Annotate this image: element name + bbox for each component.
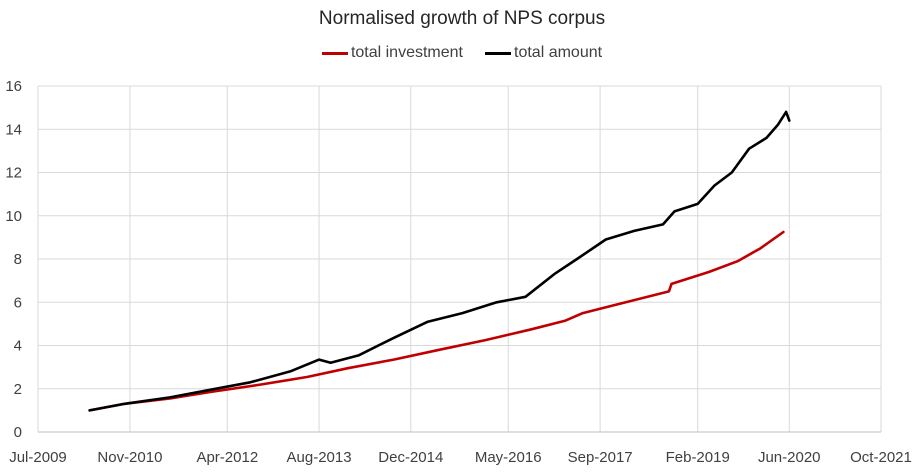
y-tick-label: 8 <box>14 251 22 268</box>
x-tick-label: Apr-2012 <box>196 449 258 466</box>
y-tick-label: 16 <box>5 78 22 95</box>
legend-label-total-investment: total investment <box>350 44 463 61</box>
y-tick-label: 6 <box>14 294 22 311</box>
x-tick-label: Aug-2013 <box>287 449 352 466</box>
x-tick-label: May-2016 <box>475 449 542 466</box>
x-tick-label: Dec-2014 <box>378 449 443 466</box>
series-line-total-investment <box>88 230 785 412</box>
legend-swatch-total-amount <box>485 51 511 55</box>
y-tick-label: 4 <box>14 338 22 355</box>
legend-label-total-amount: total amount <box>514 44 603 61</box>
gridlines <box>38 85 882 432</box>
y-tick-label: 12 <box>5 165 22 182</box>
chart-title: Normalised growth of NPS corpus <box>318 8 606 29</box>
legend-item-total-investment: total investment <box>321 44 463 62</box>
x-tick-label: Jul-2009 <box>9 449 67 466</box>
y-tick-label: 10 <box>5 208 22 225</box>
y-tick-label: 0 <box>14 424 22 441</box>
tick-labels: 0 2 4 6 8 10 12 14 16 Jul-2009 Nov-2010 Apr-2012 Aug… <box>5 78 912 466</box>
x-tick-label: Nov-2010 <box>97 449 162 466</box>
y-tick-label: 2 <box>14 381 22 398</box>
legend: total investment total amount <box>0 44 924 62</box>
legend-item-total-amount: total amount <box>485 44 602 62</box>
x-tick-label: Sep-2017 <box>568 449 633 466</box>
x-tick-label: Jun-2020 <box>758 449 821 466</box>
x-tick-label: Oct-2021 <box>850 449 912 466</box>
x-tick-label: Feb-2019 <box>666 449 730 466</box>
legend-swatch-total-investment <box>321 51 348 55</box>
y-tick-label: 14 <box>5 121 22 138</box>
series-line-total-amount <box>88 110 791 412</box>
series-lines <box>88 110 791 412</box>
axes <box>37 86 881 433</box>
